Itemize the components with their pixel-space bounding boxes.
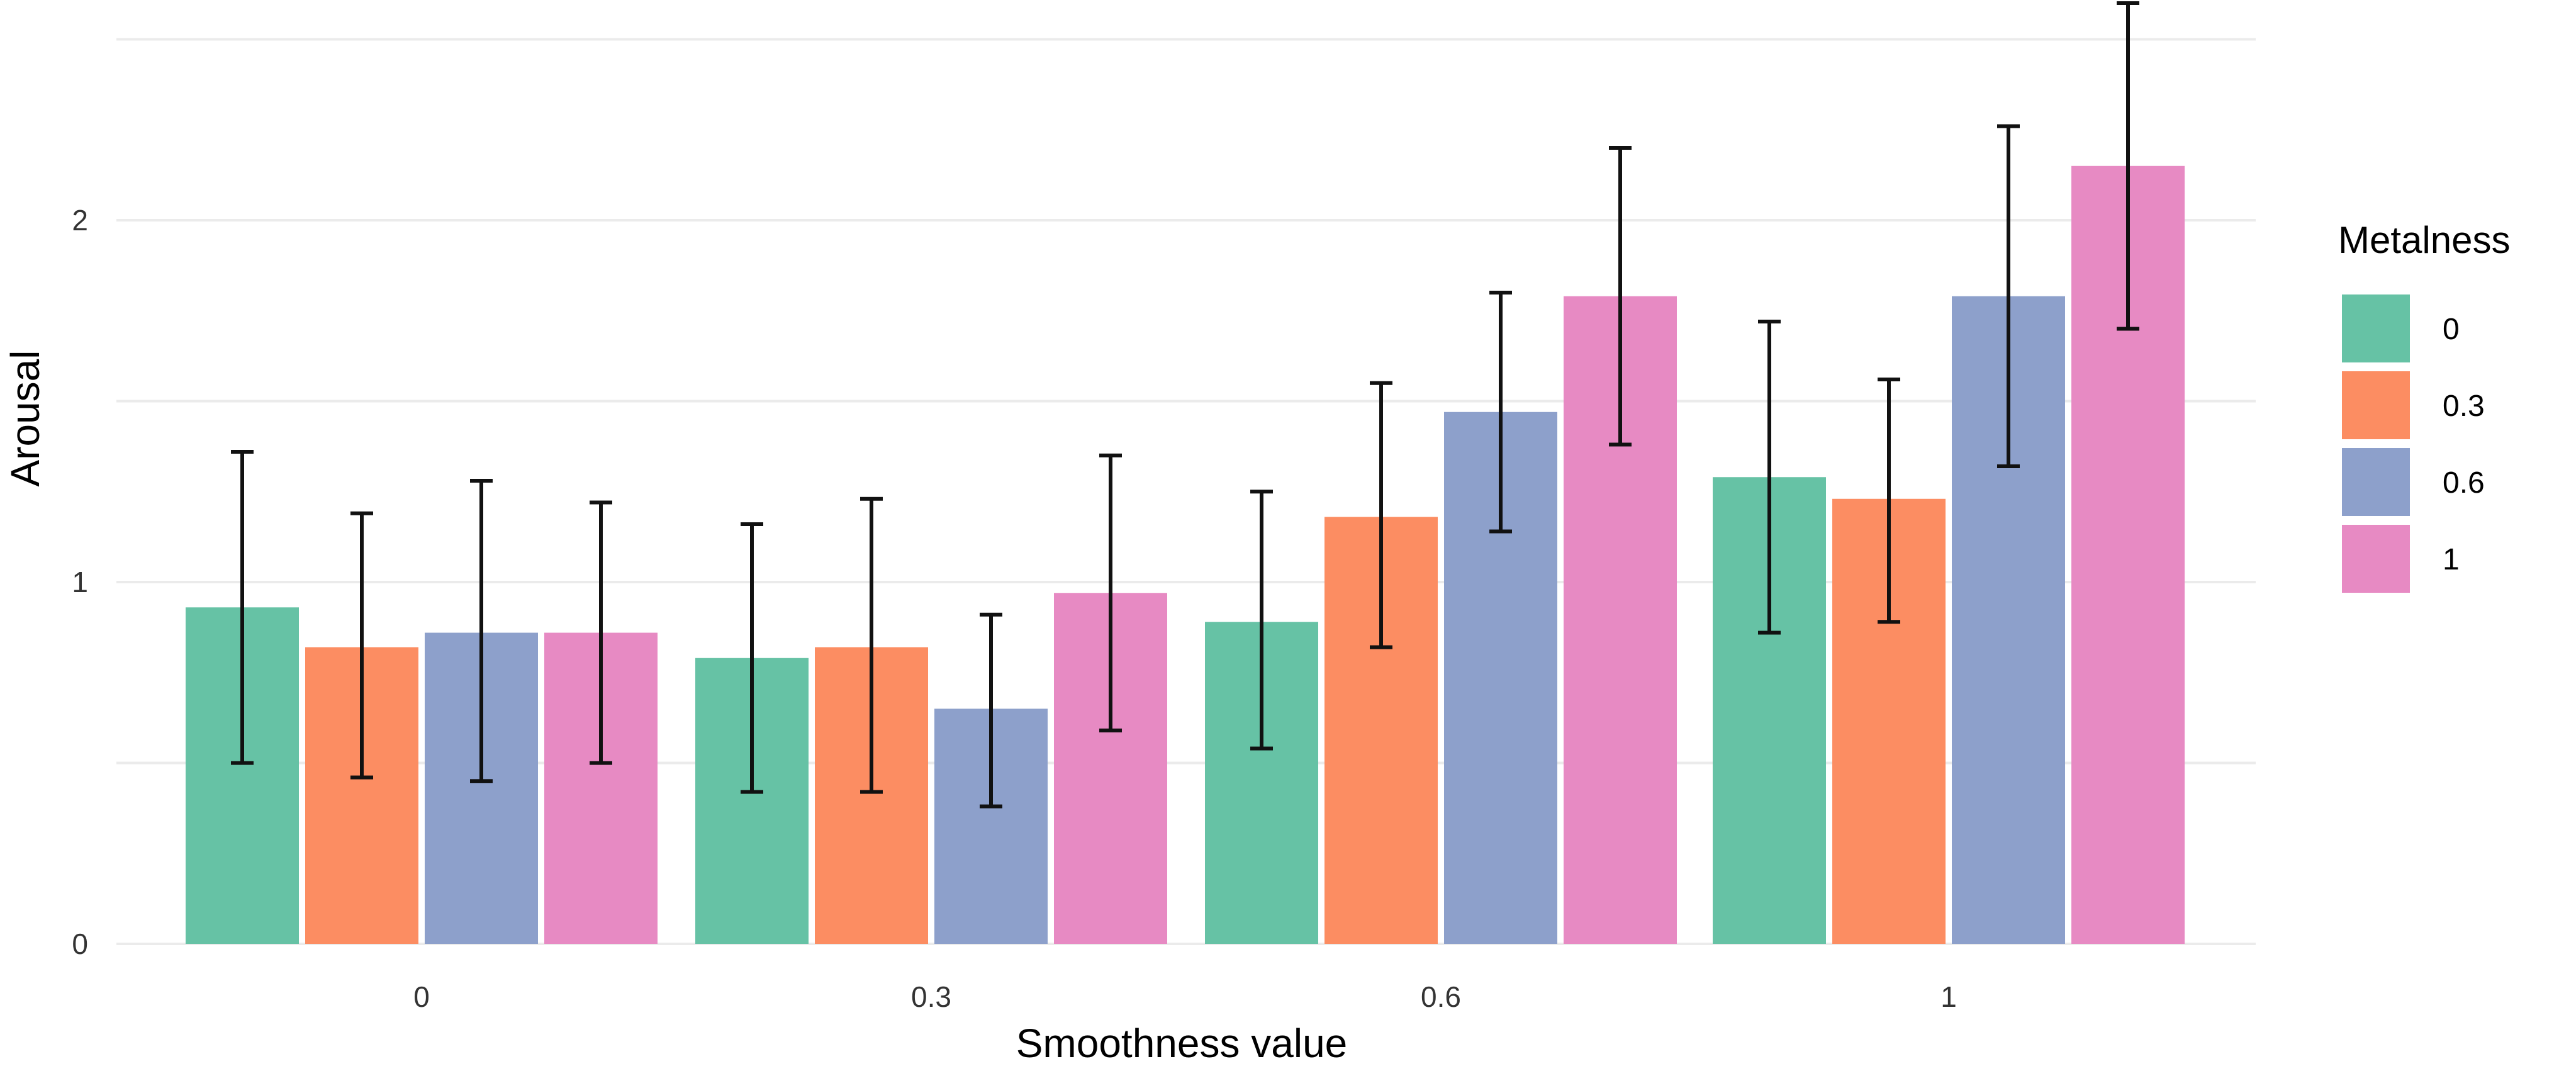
legend-key-swatch xyxy=(2342,525,2410,593)
legend-key-swatch xyxy=(2342,448,2410,516)
y-axis-title: Arousal xyxy=(3,350,48,487)
error-bars xyxy=(231,1,2139,809)
legend-item-0.3: 0.3 xyxy=(2342,371,2485,439)
x-axis-ticks: 0 0.3 0.6 1 xyxy=(413,980,1957,1013)
error-bar-0-metalness-0 xyxy=(231,450,254,765)
error-bar-0.6-metalness-0.3 xyxy=(1370,381,1392,649)
error-bar-0.3-metalness-0 xyxy=(741,522,763,794)
legend-item-1: 1 xyxy=(2342,525,2460,593)
error-bar-0.3-metalness-0.3 xyxy=(860,496,883,794)
error-bar-0.6-metalness-0 xyxy=(1250,490,1273,751)
error-bar-1-metalness-0.3 xyxy=(1878,378,1900,624)
legend: Metalness 0 0.3 0.6 1 xyxy=(2338,219,2510,593)
legend-label: 0.6 xyxy=(2443,466,2485,500)
bars xyxy=(186,165,2185,944)
legend-key-swatch xyxy=(2342,294,2410,362)
legend-item-0.6: 0.6 xyxy=(2342,448,2485,516)
y-tick-label: 0 xyxy=(72,928,88,960)
legend-items: 0 0.3 0.6 1 xyxy=(2342,294,2485,593)
y-axis-ticks: 0 1 2 xyxy=(72,204,88,960)
error-bar-0.6-metalness-0.6 xyxy=(1489,291,1512,534)
x-tick-label: 0.6 xyxy=(1421,980,1461,1013)
x-tick-label: 0 xyxy=(413,980,430,1013)
legend-key-swatch xyxy=(2342,371,2410,439)
error-bar-0.6-metalness-1 xyxy=(1609,146,1632,447)
error-bar-0-metalness-0.6 xyxy=(470,479,493,783)
error-bar-0-metalness-1 xyxy=(590,500,612,765)
x-tick-label: 1 xyxy=(1940,980,1957,1013)
y-tick-label: 2 xyxy=(72,204,88,237)
x-axis-title: Smoothness value xyxy=(1016,1021,1348,1066)
legend-label: 0.3 xyxy=(2443,390,2485,423)
error-bar-1-metalness-0.6 xyxy=(1997,124,2020,468)
error-bar-0-metalness-0.3 xyxy=(350,511,373,780)
error-bar-1-metalness-0 xyxy=(1758,320,1781,635)
error-bar-0.3-metalness-0.6 xyxy=(980,612,1002,809)
legend-title: Metalness xyxy=(2338,219,2510,261)
error-bar-0.3-metalness-1 xyxy=(1099,453,1122,732)
legend-label: 0 xyxy=(2443,313,2460,346)
x-tick-label: 0.3 xyxy=(911,980,951,1013)
legend-label: 1 xyxy=(2443,543,2460,576)
y-tick-label: 1 xyxy=(72,566,88,598)
error-bar-1-metalness-1 xyxy=(2117,1,2139,331)
legend-item-0: 0 xyxy=(2342,294,2460,362)
